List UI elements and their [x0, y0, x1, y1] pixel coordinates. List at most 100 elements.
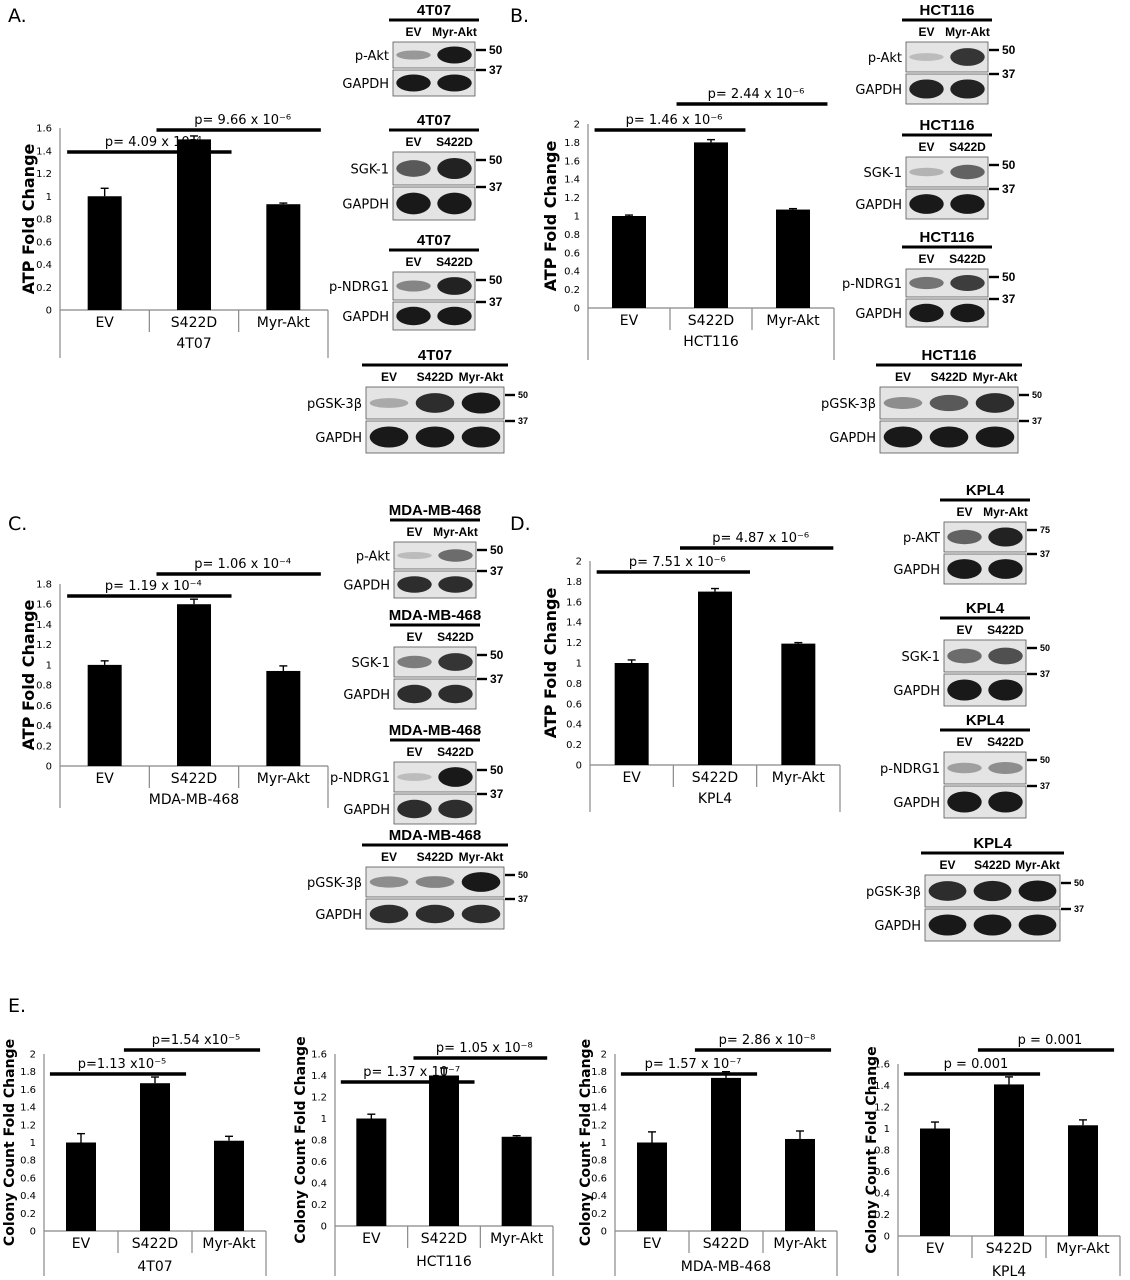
- y-tick-label: 0.8: [36, 681, 52, 692]
- mw-marker-label: 50: [518, 870, 528, 880]
- western-blot-c1: MDA-MB-468 EV Myr-Akt p-Akt GAPDH 50 37: [343, 502, 504, 599]
- blot-row-label: p-Akt: [356, 550, 390, 565]
- y-tick-label: 0.6: [566, 699, 582, 710]
- blot-row-label: p-NDRG1: [880, 762, 940, 777]
- x-tick-label: EV: [72, 1236, 91, 1252]
- y-tick-label: 2: [574, 120, 580, 131]
- blot-title: 4T07: [417, 232, 451, 249]
- western-blot-b3: HCT116 EV S422D p-NDRG1 GAPDH 50 37: [842, 229, 1016, 328]
- y-tick-label: 0.8: [564, 230, 580, 241]
- y-axis-label: ATP Fold Change: [19, 599, 38, 750]
- lane-label: S422D: [437, 630, 474, 644]
- mw-marker-label: 37: [1074, 904, 1084, 914]
- blot-row-label: SGK-1: [902, 650, 940, 665]
- y-tick-label: 1: [30, 1138, 36, 1149]
- x-tick-label: Myr-Akt: [257, 771, 311, 787]
- y-tick-label: 1: [46, 660, 52, 671]
- p-value-label: p=1.54 x10⁻⁵: [152, 1033, 241, 1048]
- blot-row-label: pGSK-3β: [307, 397, 362, 412]
- protein-band: [950, 79, 985, 99]
- blot-row-label: GAPDH: [874, 919, 921, 934]
- blot-row-background: [943, 751, 1027, 785]
- blot-title: KPL4: [966, 482, 1005, 499]
- y-tick-label: 0: [321, 1222, 327, 1233]
- blot-title: MDA-MB-468: [389, 607, 482, 624]
- y-tick-label: 1.8: [36, 580, 52, 591]
- p-value-label: p= 7.51 x 10⁻⁶: [629, 555, 726, 570]
- protein-band: [461, 872, 501, 892]
- lane-label: EV: [406, 630, 422, 644]
- mw-marker-label: 50: [1040, 755, 1050, 765]
- bar-ev: [66, 1142, 96, 1231]
- bar-s422d: [711, 1077, 741, 1231]
- protein-band: [396, 160, 431, 177]
- x-tick-label: Myr-Akt: [766, 313, 820, 329]
- x-tick-label: Myr-Akt: [1056, 1241, 1110, 1257]
- y-tick-label: 0.8: [591, 1156, 607, 1167]
- blot-row-label: pGSK-3β: [307, 876, 362, 891]
- p-value-label: p= 4.09 x 10⁻⁴: [105, 135, 202, 150]
- y-tick-label: 1.2: [20, 1120, 36, 1131]
- y-tick-label: 2: [30, 1050, 36, 1061]
- lane-label: EV: [895, 370, 911, 384]
- x-axis-label: MDA-MB-468: [149, 792, 239, 808]
- y-tick-label: 0: [46, 762, 52, 773]
- y-tick-label: 0.8: [874, 1146, 890, 1157]
- y-tick-label: 2: [576, 557, 582, 568]
- y-tick-label: 1: [884, 1124, 890, 1135]
- blot-row-label: GAPDH: [343, 579, 390, 594]
- y-tick-label: 1.4: [591, 1103, 607, 1114]
- blot-row-label: pGSK-3β: [821, 397, 876, 412]
- western-blot-b2: HCT116 EV S422D SGK-1 GAPDH 50 37: [855, 117, 1016, 220]
- y-tick-label: 0.8: [36, 215, 52, 226]
- blot-row-label: GAPDH: [342, 77, 389, 92]
- blot-row-label: GAPDH: [855, 198, 902, 213]
- bar-myr-akt: [781, 643, 816, 765]
- blot-title: KPL4: [973, 835, 1012, 852]
- mw-marker-label: 37: [518, 416, 528, 426]
- y-axis-label: ATP Fold Change: [541, 587, 560, 738]
- y-tick-label: 1.2: [311, 1093, 327, 1104]
- lane-label: EV: [956, 505, 972, 519]
- x-axis-label: HCT116: [416, 1254, 472, 1270]
- protein-band: [883, 397, 923, 409]
- x-tick-label: S422D: [171, 315, 217, 331]
- protein-band: [437, 306, 472, 326]
- blot-title: HCT116: [919, 117, 974, 134]
- lane-label: S422D: [949, 140, 986, 154]
- protein-band: [415, 876, 455, 888]
- mw-marker-label: 37: [1002, 67, 1016, 81]
- lane-label: EV: [939, 858, 955, 872]
- bar-ev: [637, 1142, 667, 1231]
- x-tick-label: S422D: [688, 313, 734, 329]
- protein-band: [396, 192, 431, 215]
- protein-band: [397, 576, 432, 593]
- blot-title: MDA-MB-468: [389, 502, 482, 519]
- y-tick-label: 1.8: [564, 138, 580, 149]
- y-tick-label: 0.2: [566, 740, 582, 751]
- blot-row-label: GAPDH: [343, 803, 390, 818]
- x-tick-label: EV: [95, 771, 114, 787]
- blot-title: MDA-MB-468: [389, 827, 482, 844]
- mw-marker-label: 50: [1040, 643, 1050, 653]
- p-value-label: p= 1.19 x 10⁻⁴: [105, 579, 202, 594]
- blot-row-label: GAPDH: [342, 310, 389, 325]
- mw-marker-label: 75: [1040, 525, 1050, 535]
- y-tick-label: 0.8: [311, 1136, 327, 1147]
- protein-band: [396, 74, 431, 92]
- protein-band: [988, 679, 1023, 701]
- western-blot-a3: 4T07 EV S422D p-NDRG1 GAPDH 50 37: [329, 232, 503, 331]
- protein-band: [988, 647, 1023, 665]
- bar-myr-akt: [1068, 1125, 1098, 1236]
- mw-marker-label: 37: [1002, 182, 1016, 196]
- mw-marker-label: 50: [490, 763, 504, 777]
- mw-marker-label: 37: [490, 672, 504, 686]
- x-tick-label: Myr-Akt: [202, 1236, 256, 1252]
- protein-band: [438, 799, 473, 819]
- x-tick-label: Myr-Akt: [772, 770, 826, 786]
- p-value-label: p= 2.86 x 10⁻⁸: [719, 1033, 816, 1048]
- y-axis-label: Colony Count Fold Change: [293, 1036, 309, 1243]
- protein-band: [397, 655, 432, 669]
